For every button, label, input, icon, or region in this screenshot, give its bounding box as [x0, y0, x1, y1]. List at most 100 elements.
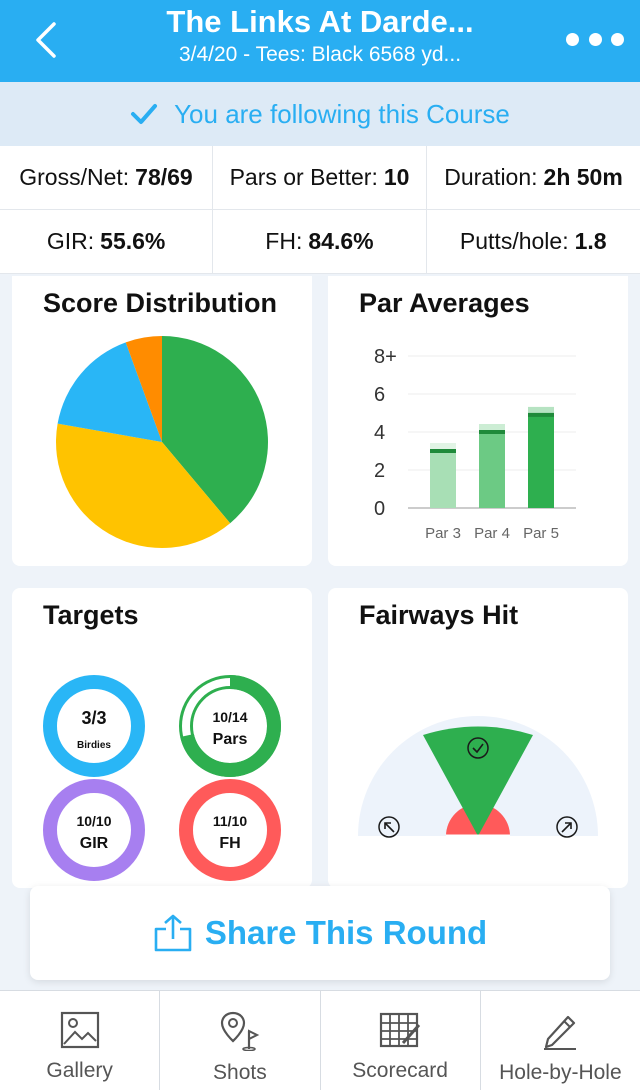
target-value: 10/10 [76, 813, 111, 829]
more-dot-icon [588, 32, 602, 46]
stat-value: 2h 50m [543, 164, 623, 190]
y-tick-label: 8+ [374, 346, 397, 368]
more-button[interactable] [566, 26, 624, 52]
tab-label: Shots [213, 1061, 267, 1084]
target-label: GIR [80, 835, 109, 852]
tab-shots[interactable]: Shots [160, 991, 321, 1090]
target-ring-birdies: 3/3 Birdies [43, 675, 145, 777]
stat-duration: Duration: 2h 50m [427, 146, 640, 209]
bar-range [430, 443, 456, 451]
top-bar: The Links At Darde... 3/4/20 - Tees: Bla… [0, 0, 640, 82]
stat-fh: FH: 84.6% [213, 210, 427, 273]
stat-value: 84.6% [308, 228, 374, 254]
bar-marker [528, 412, 554, 417]
y-tick-label: 0 [374, 498, 385, 520]
stat-label: FH: [265, 228, 303, 254]
x-tick-label: Par 4 [474, 525, 510, 542]
stat-gir: GIR: 55.6% [0, 210, 214, 273]
fairway-hit-wedge-top [423, 726, 533, 735]
y-tick-label: 4 [374, 422, 385, 444]
card-title: Targets [43, 600, 139, 630]
target-ring-gir: 10/10 GIR [43, 779, 145, 881]
stat-putts: Putts/hole: 1.8 [427, 210, 640, 273]
target-value: 10/14 [212, 709, 247, 725]
chevron-left-icon [36, 22, 56, 58]
card-title: Score Distribution [43, 288, 278, 318]
bar-range [528, 406, 554, 415]
score-distribution-pie [56, 336, 268, 548]
pie-slice-3 [125, 336, 162, 442]
target-ring-pars: 10/14 Pars [179, 675, 281, 777]
targets-card[interactable]: Targets 3/3 Birdies 10/14 Pars 10/10 GIR 11/10… [12, 588, 312, 888]
stat-label: Putts/hole: [459, 228, 569, 254]
x-tick-label: Par 3 [425, 525, 461, 542]
round-stats: Gross/Net: 78/69 Pars or Better: 10 Durati… [0, 146, 640, 274]
bar-marker [430, 449, 456, 453]
fairway-hit-wedge [423, 735, 533, 836]
fairways-hit-diagram [358, 716, 598, 838]
gallery-icon [60, 1011, 99, 1049]
miss-left-arrow-icon [378, 816, 400, 838]
tab-hole-by-hole[interactable]: Hole-by-Hole [481, 991, 640, 1090]
share-icon [154, 914, 192, 952]
tab-label: Scorecard [352, 1059, 448, 1082]
bar-par-3 [430, 451, 456, 508]
more-dot-icon [566, 32, 579, 46]
stat-pars-or-better: Pars or Better: 10 [213, 146, 427, 209]
stat-gross-net: Gross/Net: 78/69 [0, 146, 213, 209]
bar-marker [479, 430, 505, 434]
page-subtitle: 3/4/20 - Tees: Black 6568 yd... [178, 43, 462, 66]
more-dot-icon [611, 32, 624, 46]
target-label: Pars [213, 731, 248, 748]
pencil-icon [544, 1015, 577, 1050]
score-distribution-card[interactable]: Score Distribution [12, 276, 312, 566]
target-value: 11/10 [213, 813, 247, 829]
stat-label: GIR: [46, 228, 95, 254]
card-title: Fairways Hit [359, 600, 519, 630]
tab-label: Hole-by-Hole [499, 1061, 622, 1084]
pie-slice-1 [56, 423, 231, 548]
checkmark-icon [131, 104, 158, 124]
share-round-button[interactable]: Share This Round [30, 886, 610, 980]
bar-par-4 [479, 432, 505, 508]
bar-range [479, 424, 505, 432]
share-label: Share This Round [204, 914, 488, 951]
bar-par-5 [528, 414, 554, 508]
page-title: The Links At Darde... [166, 4, 474, 39]
stats-row: Gross/Net: 78/69 Pars or Better: 10 Durati… [0, 146, 640, 210]
target-value: 3/3 [81, 708, 106, 728]
stat-value: 10 [383, 164, 410, 190]
target-ring-progress [179, 675, 281, 777]
target-label: FH [219, 835, 240, 852]
pie-slice-2 [57, 342, 162, 442]
y-tick-label: 2 [374, 460, 385, 482]
target-label: Birdies [77, 740, 111, 751]
back-button[interactable] [26, 18, 66, 62]
pie-slice-0 [162, 336, 268, 524]
follow-text: You are following this Course [174, 98, 510, 129]
tab-scorecard[interactable]: Scorecard [321, 991, 481, 1090]
tab-label: Gallery [46, 1059, 113, 1082]
x-tick-label: Par 5 [523, 525, 559, 542]
scorecard-icon [380, 1012, 421, 1048]
target-ring-fh: 11/10 FH [179, 779, 281, 881]
follow-banner[interactable]: You are following this Course [0, 82, 640, 146]
stat-label: Pars or Better: [229, 164, 378, 190]
miss-right-arrow-icon [556, 816, 578, 838]
stat-value: 55.6% [100, 228, 166, 254]
targets-rings: 3/3 Birdies 10/14 Pars 10/10 GIR 11/10 FH [43, 675, 281, 881]
stat-label: Duration: [444, 164, 538, 190]
y-tick-label: 6 [374, 384, 385, 406]
card-title: Par Averages [359, 288, 530, 318]
fairways-hit-card[interactable]: Fairways Hit [328, 588, 628, 888]
stats-row: GIR: 55.6% FH: 84.6% Putts/hole: 1.8 [0, 210, 640, 274]
stat-value: 78/69 [135, 164, 193, 190]
bottom-tab-bar: Gallery Shots Scorecard Hole [0, 990, 640, 1090]
title-block: The Links At Darde... 3/4/20 - Tees: Bla… [110, 4, 530, 70]
fairway-hit-check-icon [467, 737, 489, 759]
stat-label: Gross/Net: [19, 164, 130, 190]
par-averages-card[interactable]: Par Averages 0 2 4 6 8+ Par 3 Par 4 Par 5 [328, 276, 628, 566]
shots-icon [220, 1011, 260, 1051]
par-averages-chart: 0 2 4 6 8+ Par 3 Par 4 Par 5 [374, 346, 576, 542]
tab-gallery[interactable]: Gallery [0, 991, 161, 1090]
